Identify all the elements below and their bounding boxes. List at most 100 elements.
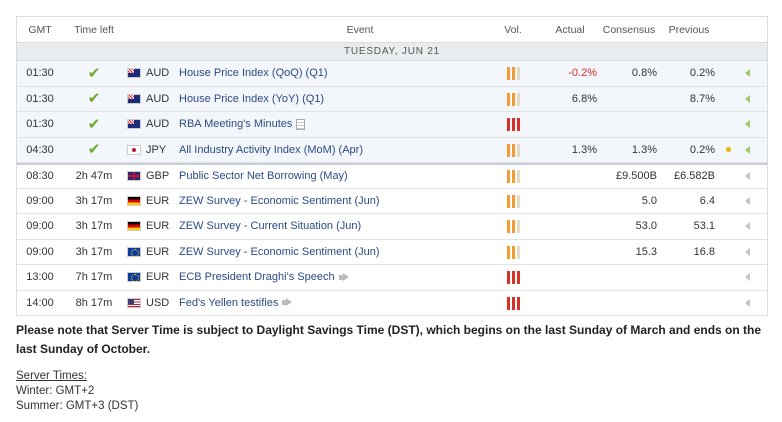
aud-flag-icon — [127, 119, 141, 130]
volatility-cell — [485, 245, 541, 259]
expand-cell[interactable] — [737, 247, 757, 256]
expand-cell[interactable] — [737, 145, 757, 154]
event-cell[interactable]: ZEW Survey - Economic Sentiment (Jun) — [175, 246, 485, 258]
consensus-value: 1.3% — [631, 143, 657, 156]
expand-cell[interactable] — [737, 69, 757, 78]
expand-arrow-icon[interactable] — [744, 298, 750, 307]
expand-cell[interactable] — [737, 94, 757, 103]
event-row[interactable]: 08:30 2h 47m GBP Public Sector Net Borro… — [17, 163, 767, 189]
previous-value: 0.2% — [689, 67, 715, 80]
event-cell[interactable]: Public Sector Net Borrowing (May) — [175, 170, 485, 182]
volatility-cell — [485, 296, 541, 310]
event-link[interactable]: House Price Index (YoY) (Q1) — [179, 92, 325, 105]
event-link[interactable]: RBA Meeting's Minutes — [179, 118, 293, 131]
event-time: 01:30 — [26, 118, 54, 131]
economic-calendar: GMT Time left Event Vol. Actual Consensu… — [16, 16, 768, 316]
volatility-medium-icon — [506, 169, 520, 184]
header-time-left[interactable]: Time left — [74, 23, 114, 36]
previous-value: 6.4 — [699, 194, 715, 207]
flag-cell — [125, 144, 143, 155]
event-row[interactable]: 14:00 8h 17m USD Fed's Yellen testifies — [17, 290, 767, 316]
event-row[interactable]: 04:30 ✔ JPY All Industry Activity Index … — [17, 137, 767, 163]
expand-arrow-icon[interactable] — [744, 94, 750, 103]
event-cell[interactable]: ZEW Survey - Economic Sentiment (Jun) — [175, 195, 485, 207]
expand-cell[interactable] — [737, 196, 757, 205]
expand-cell[interactable] — [737, 120, 757, 129]
expand-cell[interactable] — [737, 172, 757, 181]
expand-cell[interactable] — [737, 298, 757, 307]
volatility-cell — [485, 92, 541, 106]
expand-arrow-icon[interactable] — [744, 222, 750, 231]
expand-arrow-icon[interactable] — [744, 145, 750, 154]
server-times: Server Times: Winter: GMT+2 Summer: GMT+… — [16, 369, 138, 414]
header-event[interactable]: Event — [346, 23, 374, 36]
event-row[interactable]: 09:00 3h 17m EUR ZEW Survey - Economic S… — [17, 239, 767, 265]
event-row[interactable]: 13:00 7h 17m EUR ECB President Draghi's … — [17, 265, 767, 291]
expand-arrow-icon[interactable] — [744, 172, 750, 181]
currency: EUR — [146, 220, 170, 233]
calendar-header: GMT Time left Event Vol. Actual Consensu… — [17, 17, 767, 43]
event-cell[interactable]: House Price Index (QoQ) (Q1) — [175, 67, 485, 79]
event-cell[interactable]: ZEW Survey - Current Situation (Jun) — [175, 220, 485, 232]
actual-value: 6.8% — [571, 92, 597, 105]
event-time: 08:30 — [26, 170, 54, 183]
event-row[interactable]: 01:30 ✔ AUD RBA Meeting's Minutes — [17, 112, 767, 138]
event-cell[interactable]: All Industry Activity Index (MoM) (Apr) — [175, 144, 485, 156]
expand-arrow-icon[interactable] — [744, 247, 750, 256]
event-cell[interactable]: ECB President Draghi's Speech — [175, 271, 485, 283]
volatility-cell — [485, 143, 541, 157]
time-left-cell: 3h 17m — [63, 246, 125, 258]
expand-arrow-icon[interactable] — [744, 120, 750, 129]
volatility-medium-icon — [506, 66, 520, 81]
volatility-cell — [485, 169, 541, 184]
aud-flag-icon — [127, 68, 141, 79]
gbp-flag-icon — [127, 171, 141, 182]
expand-cell[interactable] — [737, 222, 757, 231]
volatility-medium-icon — [506, 245, 520, 259]
expand-arrow-icon[interactable] — [744, 273, 750, 282]
event-cell[interactable]: House Price Index (YoY) (Q1) — [175, 93, 485, 105]
event-row[interactable]: 01:30 ✔ AUD House Price Index (YoY) (Q1)… — [17, 86, 767, 112]
currency: JPY — [146, 143, 167, 156]
event-link[interactable]: ECB President Draghi's Speech — [179, 271, 335, 284]
previous-value: 53.1 — [693, 220, 715, 233]
day-label: TUESDAY, JUN 21 — [17, 43, 767, 61]
time-left-cell: 8h 17m — [63, 297, 125, 309]
document-icon[interactable] — [296, 118, 306, 130]
header-actual[interactable]: Actual — [555, 23, 585, 36]
time-left-cell: 7h 17m — [63, 271, 125, 283]
previous-value: 8.7% — [689, 92, 715, 105]
header-vol[interactable]: Vol. — [504, 23, 522, 36]
currency: GBP — [146, 170, 170, 183]
event-link[interactable]: ZEW Survey - Economic Sentiment (Jun) — [179, 194, 380, 207]
event-cell[interactable]: Fed's Yellen testifies — [175, 297, 485, 309]
event-link[interactable]: Fed's Yellen testifies — [179, 296, 279, 309]
volatility-high-icon — [506, 296, 520, 310]
time-left-cell: 3h 17m — [63, 195, 125, 207]
expand-arrow-icon[interactable] — [744, 69, 750, 78]
event-link[interactable]: ZEW Survey - Economic Sentiment (Jun) — [179, 245, 380, 258]
volatility-cell — [485, 194, 541, 208]
volatility-cell — [485, 117, 541, 132]
currency: AUD — [146, 118, 170, 131]
event-time: 01:30 — [26, 92, 54, 105]
completed-check-icon: ✔ — [87, 64, 101, 82]
header-consensus[interactable]: Consensus — [602, 23, 656, 36]
header-gmt[interactable]: GMT — [28, 23, 52, 36]
event-link[interactable]: Public Sector Net Borrowing (May) — [179, 170, 348, 183]
expand-cell[interactable] — [737, 273, 757, 282]
event-row[interactable]: 09:00 3h 17m EUR ZEW Survey - Economic S… — [17, 188, 767, 214]
event-link[interactable]: ZEW Survey - Current Situation (Jun) — [179, 220, 362, 233]
volatility-high-icon — [506, 117, 520, 132]
event-link[interactable]: House Price Index (QoQ) (Q1) — [179, 67, 328, 80]
event-cell[interactable]: RBA Meeting's Minutes — [175, 118, 485, 130]
expand-arrow-icon[interactable] — [744, 196, 750, 205]
event-link[interactable]: All Industry Activity Index (MoM) (Apr) — [179, 143, 363, 156]
header-previous[interactable]: Previous — [668, 23, 710, 36]
currency: AUD — [146, 92, 170, 105]
completed-check-icon: ✔ — [87, 115, 101, 133]
speech-icon — [282, 298, 294, 307]
event-row[interactable]: 01:30 ✔ AUD House Price Index (QoQ) (Q1)… — [17, 61, 767, 87]
event-row[interactable]: 09:00 3h 17m EUR ZEW Survey - Current Si… — [17, 214, 767, 240]
event-time: 01:30 — [26, 67, 54, 80]
